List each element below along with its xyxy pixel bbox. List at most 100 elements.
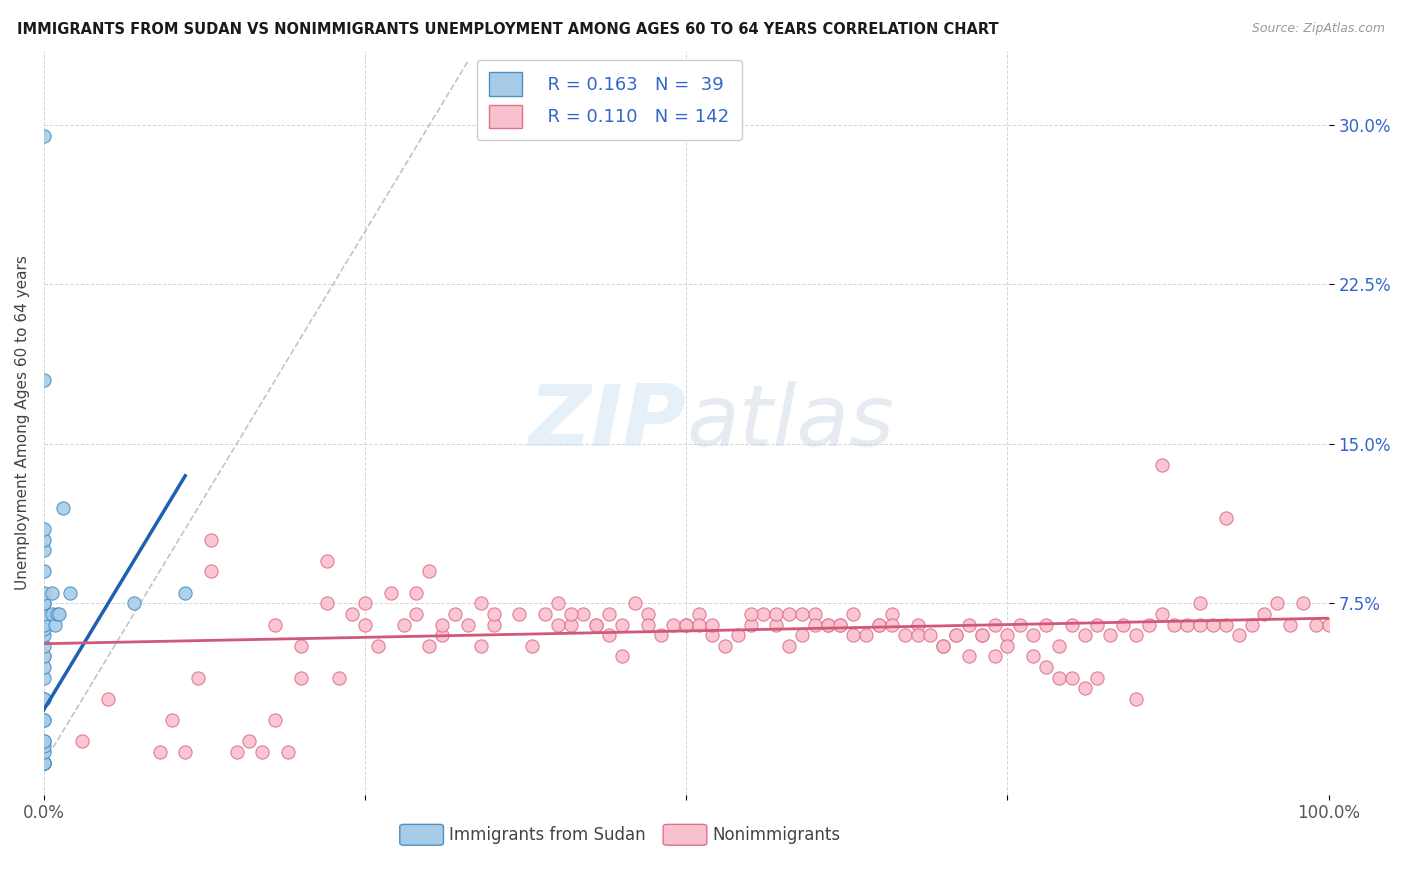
Point	[1022, 649, 1045, 664]
Point	[790, 607, 813, 621]
Point	[778, 607, 800, 621]
Point	[868, 617, 890, 632]
Legend:   R = 0.163   N =  39,   R = 0.110   N = 142: R = 0.163 N = 39, R = 0.110 N = 142	[477, 60, 742, 140]
Point	[380, 585, 402, 599]
Point	[688, 617, 710, 632]
Point	[1317, 617, 1340, 632]
Point	[534, 607, 557, 621]
Point	[430, 617, 453, 632]
Point	[907, 617, 929, 632]
Point	[32, 756, 55, 770]
Point	[907, 628, 929, 642]
Point	[32, 617, 55, 632]
Point	[765, 607, 787, 621]
Point	[1163, 617, 1185, 632]
Point	[32, 649, 55, 664]
Point	[457, 617, 479, 632]
Point	[957, 649, 980, 664]
Point	[880, 607, 903, 621]
Point	[842, 607, 865, 621]
Point	[932, 639, 955, 653]
Point	[41, 607, 63, 621]
Point	[1087, 671, 1109, 685]
Point	[252, 745, 274, 759]
Point	[803, 617, 825, 632]
Point	[1279, 617, 1302, 632]
Point	[32, 713, 55, 727]
Point	[328, 671, 350, 685]
Point	[264, 617, 287, 632]
Point	[238, 734, 260, 748]
Point	[32, 622, 55, 636]
Point	[32, 671, 55, 685]
Point	[148, 745, 170, 759]
Point	[41, 585, 63, 599]
Point	[970, 628, 993, 642]
FancyBboxPatch shape	[399, 824, 443, 846]
Point	[444, 607, 467, 621]
Point	[650, 628, 672, 642]
Point	[740, 617, 762, 632]
Point	[200, 565, 222, 579]
Point	[32, 649, 55, 664]
Point	[688, 607, 710, 621]
Point	[610, 649, 633, 664]
Point	[830, 617, 852, 632]
Point	[72, 734, 94, 748]
Point	[727, 628, 749, 642]
Point	[32, 692, 55, 706]
Point	[1047, 639, 1070, 653]
Point	[32, 734, 55, 748]
Point	[32, 692, 55, 706]
Point	[1060, 671, 1083, 685]
Text: Source: ZipAtlas.com: Source: ZipAtlas.com	[1251, 22, 1385, 36]
Point	[637, 607, 659, 621]
Point	[508, 607, 530, 621]
FancyBboxPatch shape	[664, 824, 707, 846]
Point	[598, 628, 620, 642]
Point	[1022, 628, 1045, 642]
Point	[354, 617, 377, 632]
Point	[1292, 596, 1315, 610]
Point	[1189, 596, 1212, 610]
Point	[32, 734, 55, 748]
Point	[932, 639, 955, 653]
Point	[778, 639, 800, 653]
Point	[700, 617, 723, 632]
Point	[32, 585, 55, 599]
Point	[637, 617, 659, 632]
Point	[610, 617, 633, 632]
Point	[560, 617, 582, 632]
Point	[1073, 681, 1095, 696]
Point	[752, 607, 775, 621]
Point	[547, 596, 569, 610]
Point	[598, 607, 620, 621]
Point	[585, 617, 607, 632]
Point	[470, 639, 492, 653]
Point	[32, 533, 55, 547]
Point	[880, 617, 903, 632]
Point	[32, 596, 55, 610]
Point	[32, 660, 55, 674]
Point	[1060, 617, 1083, 632]
Point	[367, 639, 389, 653]
Point	[868, 617, 890, 632]
Point	[1253, 607, 1275, 621]
Point	[560, 607, 582, 621]
Point	[392, 617, 415, 632]
Point	[418, 639, 440, 653]
Point	[842, 628, 865, 642]
Point	[482, 607, 505, 621]
Point	[32, 745, 55, 759]
Point	[997, 628, 1019, 642]
Point	[1099, 628, 1122, 642]
Point	[32, 628, 55, 642]
Point	[945, 628, 967, 642]
Point	[585, 617, 607, 632]
Point	[1150, 607, 1173, 621]
Point	[32, 756, 55, 770]
Point	[830, 617, 852, 632]
Point	[32, 373, 55, 387]
Point	[225, 745, 247, 759]
Point	[1125, 692, 1147, 706]
